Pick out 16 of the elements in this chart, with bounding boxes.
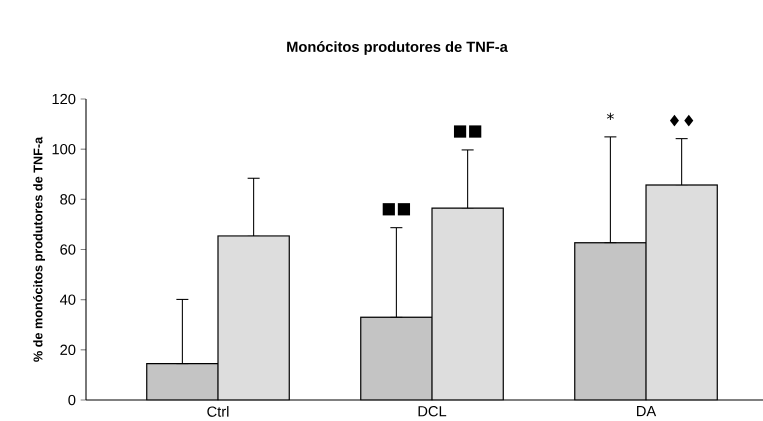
annotation: ■■ bbox=[382, 203, 410, 216]
y-tick-label: 40 bbox=[60, 294, 76, 305]
annotation: * bbox=[606, 112, 614, 120]
y-tick-label: 80 bbox=[60, 194, 76, 205]
y-tick-label: 0 bbox=[68, 394, 76, 406]
chart-title: Monócitos produtores de TNF-a bbox=[287, 41, 508, 55]
annotation: ♦♦ bbox=[670, 114, 694, 126]
x-tick-label: Ctrl bbox=[207, 406, 228, 417]
annotation: ■■ bbox=[454, 125, 482, 138]
y-tick-label: 20 bbox=[60, 344, 76, 356]
x-tick-label: DCL bbox=[418, 406, 446, 416]
y-tick-label: 120 bbox=[52, 94, 76, 104]
y-tick-label: 100 bbox=[52, 144, 76, 154]
x-tick-label: DA bbox=[637, 406, 656, 416]
y-axis-title: % de monócitos produtores de TNF-a bbox=[33, 136, 46, 362]
y-tick-label: 60 bbox=[60, 244, 76, 255]
